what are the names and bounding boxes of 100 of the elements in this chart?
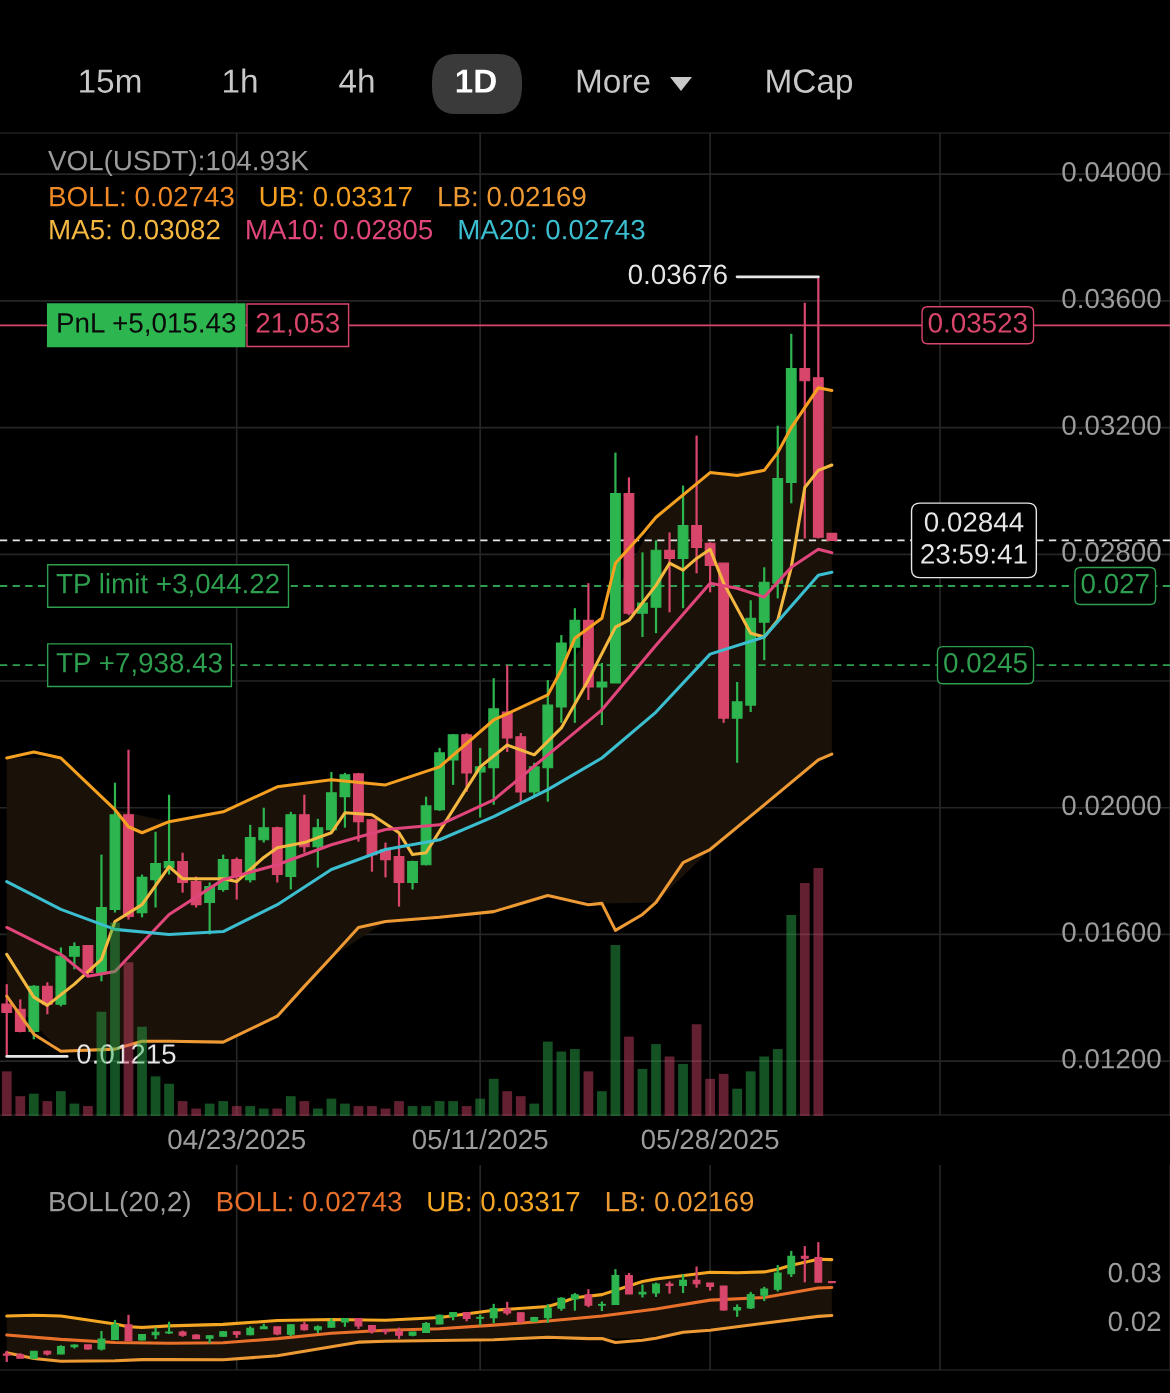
bar: [705, 1078, 715, 1116]
bar: [475, 1098, 486, 1116]
ref-line-label: 0.02844: [924, 512, 1024, 532]
bar: [42, 1101, 53, 1116]
annotation: 23:59:41: [921, 544, 1027, 564]
candlestick: [731, 680, 743, 764]
text: 15m: [80, 69, 141, 93]
text: 1h: [224, 68, 257, 93]
candlestick: [258, 806, 270, 844]
bar: [394, 1101, 404, 1116]
bar: [353, 1106, 364, 1116]
bar: [15, 1096, 26, 1116]
candlestick: [638, 1283, 647, 1299]
bar: [732, 1088, 743, 1116]
candlestick: [773, 1263, 782, 1293]
annotation: TP limit +3,044.22: [56, 573, 279, 597]
text: MA20: 0.02743: [459, 219, 645, 240]
candlestick: [124, 1313, 133, 1343]
annotation: 21,053: [256, 313, 340, 337]
bar: [488, 1078, 499, 1116]
text: BOLL(20,2): [50, 1191, 190, 1217]
bar: [664, 1056, 675, 1116]
bar: [529, 1103, 540, 1116]
candlestick: [68, 941, 80, 971]
bar: [515, 1096, 526, 1116]
annotation: VOL(USDT):104.93K: [48, 150, 309, 176]
x-tick-label: 05/28/2025: [641, 1128, 779, 1150]
bar: [637, 1068, 648, 1116]
bar: [1, 1071, 12, 1116]
bar: [191, 1108, 201, 1116]
candlestick: [596, 661, 608, 727]
candlestick: [1, 983, 13, 1058]
y-tick-label: 0.04000: [1062, 161, 1161, 182]
bar: [150, 1076, 161, 1116]
bar: [624, 1036, 634, 1116]
bar: [434, 1101, 445, 1116]
bar: [542, 1041, 553, 1116]
bar: [597, 1091, 607, 1116]
bar: [285, 1096, 296, 1116]
candlestick: [800, 1245, 809, 1284]
y-tick-label: 0.01600: [1062, 922, 1161, 942]
bar: [421, 1106, 431, 1116]
bar: [367, 1106, 377, 1116]
candlestick: [543, 1303, 552, 1324]
bar: [177, 1101, 188, 1116]
text: UB: 0.03317: [260, 186, 412, 207]
candlestick: [664, 531, 675, 614]
ref-line-label: 0.03523: [928, 313, 1027, 333]
bar: [448, 1101, 458, 1116]
line-series: [5, 386, 834, 835]
annotation: 0.01215: [77, 1044, 176, 1064]
bar: [718, 1073, 729, 1116]
text: 1D: [456, 69, 496, 93]
candlestick: [691, 434, 703, 575]
bar: [799, 882, 810, 1116]
bar: [759, 1056, 770, 1116]
bar: [218, 1101, 229, 1116]
bar: [610, 944, 621, 1116]
bar: [245, 1106, 256, 1116]
bar: [772, 1049, 783, 1116]
y-tick-label: 0.03200: [1062, 415, 1161, 436]
bar: [56, 1091, 66, 1116]
bar: [299, 1101, 310, 1116]
y-tick-label: 0.03: [1108, 1262, 1161, 1283]
candlestick: [679, 1273, 688, 1295]
bar: [272, 1108, 283, 1116]
text: BOLL: 0.02743: [217, 1191, 402, 1212]
bar: [407, 1106, 418, 1116]
bar: [340, 1103, 350, 1116]
x-tick-label: 05/11/2025: [412, 1128, 548, 1150]
text: MA5: 0.03082: [50, 219, 220, 240]
bar: [326, 1098, 337, 1116]
bar: [502, 1091, 513, 1116]
bar: [583, 1071, 594, 1116]
candlestick: [719, 1285, 728, 1312]
bar: [258, 1108, 269, 1116]
candlestick: [111, 1318, 119, 1341]
bar: [813, 868, 824, 1116]
line-series: [5, 547, 834, 978]
candlestick: [407, 859, 418, 891]
candlestick: [150, 830, 161, 909]
bar: [204, 1103, 215, 1116]
bar: [461, 1106, 472, 1116]
annotation: 0.03676: [628, 264, 727, 285]
annotation: PnL +5,015.43: [58, 313, 236, 337]
bar: [312, 1108, 323, 1116]
bar: [83, 1106, 93, 1116]
text: LB: 0.02169: [439, 186, 586, 207]
candlestick: [665, 1280, 674, 1295]
bar: [164, 1083, 174, 1116]
ref-line-label: 0.0245: [944, 652, 1027, 673]
bar: [678, 1063, 688, 1116]
y-tick-label: 0.03600: [1062, 288, 1161, 309]
ref-line-label: 0.027: [1081, 573, 1149, 594]
text: MA10: 0.02805: [247, 219, 433, 240]
text: More: [577, 69, 650, 93]
y-tick-label: 0.02800: [1062, 542, 1161, 562]
candlestick: [692, 1265, 701, 1289]
bar: [556, 1051, 567, 1116]
y-tick-label: 0.02000: [1062, 795, 1161, 816]
